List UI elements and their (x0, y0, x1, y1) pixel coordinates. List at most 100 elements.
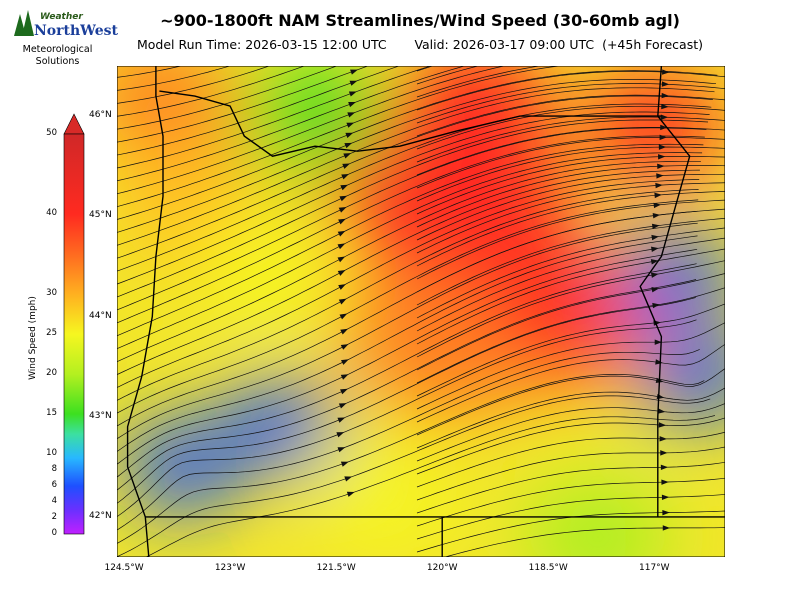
logo: Weather NorthWest Meteorological Solutio… (10, 6, 118, 76)
longitude-label: 121.5°W (316, 563, 356, 573)
streamline (416, 227, 725, 319)
streamline-arrow (653, 202, 662, 209)
streamline-arrow (348, 102, 357, 108)
streamline-arrow (650, 259, 659, 265)
streamline (416, 191, 725, 267)
streamline-arrow (660, 450, 668, 456)
colorbar-tick-label: 40 (46, 208, 57, 218)
colorbar-tick-label: 6 (51, 480, 57, 490)
colorbar-label: Wind Speed (mph) (28, 296, 38, 380)
streamline-arrow (340, 344, 349, 350)
longitude-label: 123°W (214, 563, 246, 573)
colorbar-tick-label: 8 (51, 464, 57, 474)
streamline-arrow (654, 192, 662, 199)
streamline-arrow (344, 476, 353, 482)
streamline (416, 494, 725, 540)
streamline (117, 179, 700, 388)
streamline (416, 287, 725, 384)
valid-time: Valid: 2026-03-17 09:00 UTC (+45h Foreca… (414, 37, 704, 52)
streamline (416, 417, 725, 475)
coastline (126, 66, 164, 557)
streamline (416, 173, 725, 241)
streamline (117, 210, 698, 427)
run-time: Model Run Time: 2026-03-15 12:00 UTC (136, 37, 387, 52)
streamline (117, 87, 715, 246)
colorbar-tick-label: 2 (51, 512, 57, 522)
streamline (416, 248, 725, 345)
streamline-arrow (341, 173, 350, 180)
colorbar-tick-label: 4 (51, 496, 57, 506)
streamline (416, 83, 725, 124)
streamline-arrow (656, 173, 664, 179)
streamline-arrow (651, 223, 660, 230)
longitude-label: 120°W (426, 563, 458, 573)
streamline (416, 71, 725, 111)
streamline (117, 248, 698, 465)
speed-region (499, 260, 640, 373)
speed-region (620, 232, 725, 321)
streamline-arrow (660, 124, 668, 131)
streamline (117, 66, 719, 208)
logo-caption: Meteorological Solutions (10, 44, 105, 68)
streamline-arrow (338, 207, 347, 213)
streamline (416, 217, 725, 306)
streamline-arrow (661, 494, 670, 501)
latitude-label: 46°N (89, 110, 112, 121)
colorbar-tick-label: 0 (51, 528, 57, 538)
streamline (117, 111, 710, 285)
streamline (416, 127, 725, 176)
colorbar-tick-label: 30 (46, 288, 57, 298)
speed-region (195, 210, 336, 323)
streamline-arrow (349, 80, 358, 86)
streamline-arrow (340, 328, 349, 335)
streamline-arrow (650, 272, 659, 278)
speed-region (641, 332, 725, 421)
streamline-arrow (337, 243, 346, 250)
streamline (117, 66, 306, 117)
colorbar-tick-label: 25 (46, 328, 57, 338)
logo-brand: NorthWest (34, 23, 118, 39)
streamline (117, 66, 432, 169)
streamline (416, 477, 725, 527)
streamline-arrow (345, 132, 354, 138)
streamline (145, 415, 715, 557)
streamline (117, 66, 369, 143)
streamline-arrow (338, 218, 346, 225)
streamline-arrow (338, 403, 347, 409)
wind-speed-map (117, 66, 725, 557)
streamline (117, 66, 271, 104)
streamline-arrow (337, 256, 346, 263)
streamline (416, 182, 725, 254)
streamline-arrow (350, 69, 358, 75)
streamline (416, 322, 725, 410)
streamline (416, 66, 542, 98)
streamline (416, 273, 725, 371)
streamline (416, 137, 725, 189)
streamline (416, 156, 725, 215)
streamline (117, 79, 717, 233)
streamline-arrow (340, 184, 349, 191)
streamline (416, 343, 725, 423)
streamline (117, 279, 697, 491)
longitude-label: 124.5°W (104, 563, 144, 573)
streamline-arrow (347, 112, 356, 118)
speed-region (527, 480, 668, 557)
colorbar-tick-label: 15 (46, 408, 57, 418)
streamline-arrow (662, 525, 671, 531)
streamline (117, 349, 700, 531)
longitude-label: 118.5°W (528, 563, 568, 573)
streamline (117, 66, 506, 195)
colorbar (63, 113, 85, 535)
streamline (416, 199, 725, 280)
streamline-arrow (658, 144, 667, 150)
streamline (117, 395, 711, 557)
streamline (416, 260, 725, 358)
streamline (416, 387, 725, 449)
streamline (416, 237, 725, 332)
streamline-arrow (650, 246, 659, 253)
longitude-label: 117°W (639, 563, 670, 573)
streamline (416, 94, 725, 137)
streamline (117, 103, 712, 272)
streamline (416, 461, 725, 514)
chart-title: ~900-1800ft NAM Streamlines/Wind Speed (… (160, 11, 680, 30)
